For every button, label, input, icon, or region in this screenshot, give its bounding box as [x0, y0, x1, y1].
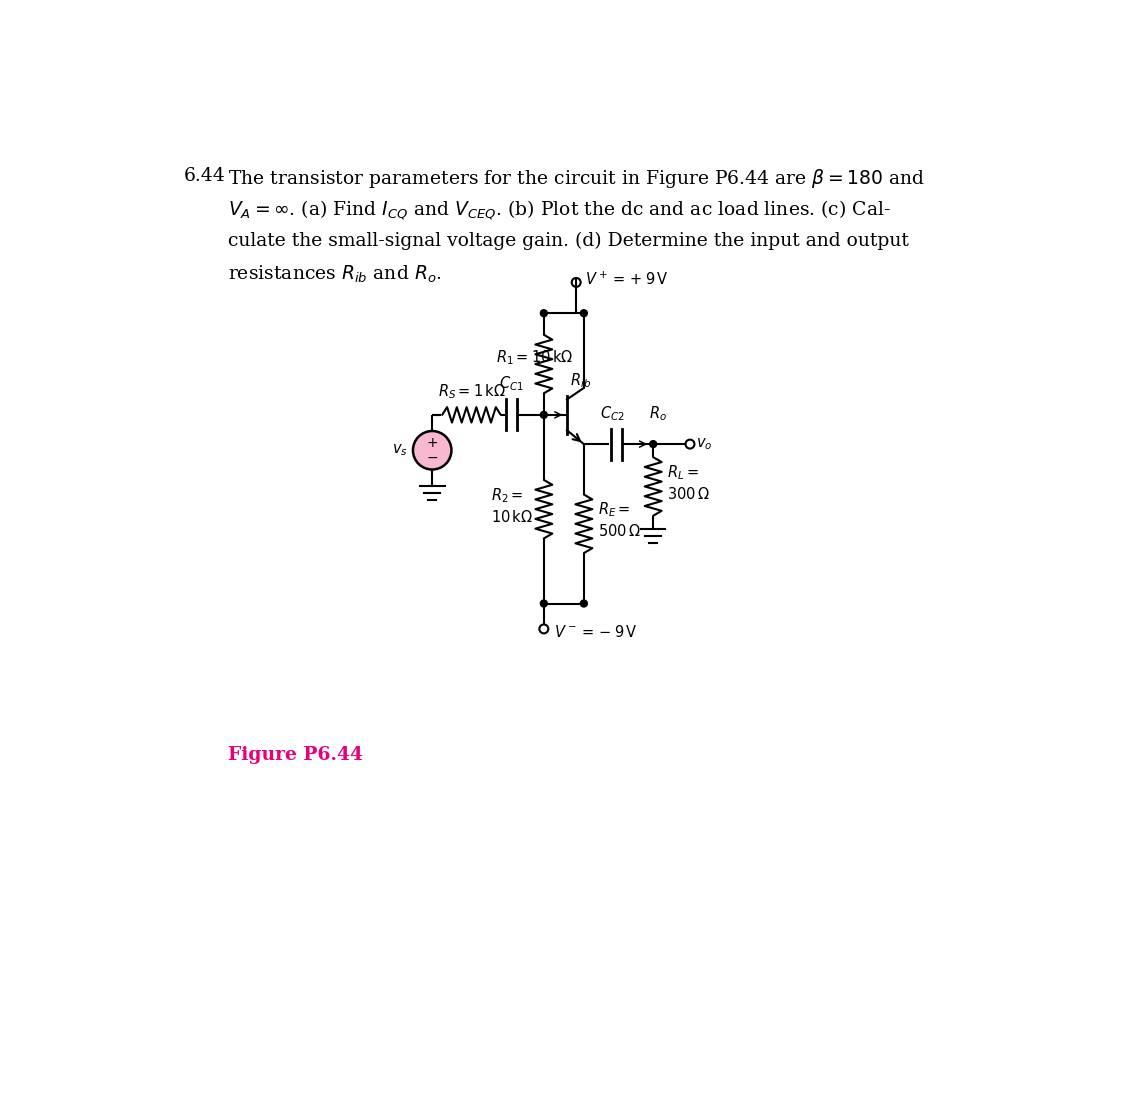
Circle shape — [540, 600, 547, 607]
Text: $R_{ib}$: $R_{ib}$ — [570, 371, 591, 390]
Text: $C_{C1}$: $C_{C1}$ — [500, 375, 524, 394]
Text: Figure P6.44: Figure P6.44 — [228, 746, 363, 764]
Text: resistances $R_{ib}$ and $R_o$.: resistances $R_{ib}$ and $R_o$. — [228, 264, 442, 285]
Circle shape — [580, 310, 587, 317]
Text: $R_1 = 10\,\mathrm{k\Omega}$: $R_1 = 10\,\mathrm{k\Omega}$ — [496, 349, 573, 367]
Text: $C_{C2}$: $C_{C2}$ — [600, 405, 624, 424]
Text: $V_A = \infty$. (a) Find $I_{CQ}$ and $V_{CEQ}$. (b) Plot the dc and ac load lin: $V_A = \infty$. (a) Find $I_{CQ}$ and $V… — [228, 200, 891, 223]
Circle shape — [413, 432, 451, 469]
Text: $v_s$: $v_s$ — [392, 443, 407, 458]
Text: $v_o$: $v_o$ — [695, 436, 712, 452]
Circle shape — [650, 440, 657, 447]
Circle shape — [580, 600, 587, 607]
Text: −: − — [426, 450, 438, 465]
Text: 6.44: 6.44 — [183, 167, 225, 185]
Text: culate the small-signal voltage gain. (d) Determine the input and output: culate the small-signal voltage gain. (d… — [228, 232, 909, 250]
Text: $R_S=1\,\mathrm{k\Omega}$: $R_S=1\,\mathrm{k\Omega}$ — [438, 382, 505, 401]
Text: $V^-=-9\,\mathrm{V}$: $V^-=-9\,\mathrm{V}$ — [554, 624, 638, 640]
Text: $R_L =$
$300\,\Omega$: $R_L =$ $300\,\Omega$ — [667, 464, 710, 502]
Circle shape — [540, 411, 547, 418]
Circle shape — [540, 310, 547, 317]
Text: The transistor parameters for the circuit in Figure P6.44 are $\beta = 180$ and: The transistor parameters for the circui… — [228, 167, 925, 190]
Text: $R_o$: $R_o$ — [649, 404, 667, 423]
Text: $V^+=+9\,\mathrm{V}$: $V^+=+9\,\mathrm{V}$ — [585, 271, 669, 288]
Text: +: + — [426, 436, 438, 449]
Text: $R_E =$
$500\,\Omega$: $R_E =$ $500\,\Omega$ — [597, 501, 640, 540]
Text: $R_2 =$
$10\,\mathrm{k\Omega}$: $R_2 =$ $10\,\mathrm{k\Omega}$ — [492, 486, 533, 525]
